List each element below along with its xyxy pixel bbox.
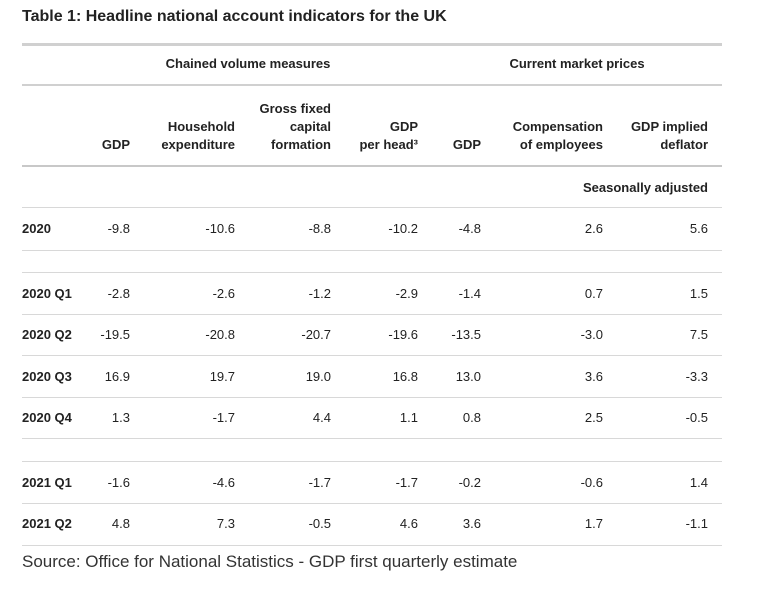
row-divider bbox=[22, 438, 722, 439]
table-cell: -20.8 bbox=[205, 327, 235, 342]
table-cell: -20.7 bbox=[301, 327, 331, 342]
table-cell: 1.5 bbox=[689, 286, 708, 301]
table-cell: 3.6 bbox=[584, 369, 603, 384]
col-header-household-expenditure: Household expenditure bbox=[161, 119, 235, 152]
table-cell: -8.8 bbox=[308, 221, 331, 236]
table-cell: 3.6 bbox=[462, 516, 481, 531]
table-cell: 7.3 bbox=[216, 516, 235, 531]
source-note: Source: Office for National Statistics -… bbox=[22, 552, 518, 571]
table-cell: -0.6 bbox=[580, 475, 603, 490]
table-cell: -4.6 bbox=[212, 475, 235, 490]
table-cell: -1.7 bbox=[212, 410, 235, 425]
row-divider bbox=[22, 503, 722, 504]
table-cell: 4.8 bbox=[111, 516, 130, 531]
table-cell: -1.2 bbox=[308, 286, 331, 301]
header-rule bbox=[22, 165, 722, 167]
row-label: 2020 Q4 bbox=[22, 410, 72, 425]
row-label: 2021 Q1 bbox=[22, 475, 72, 490]
col-header-gdp-implied-deflator: GDP implied deflator bbox=[630, 119, 708, 152]
row-divider bbox=[22, 250, 722, 251]
table-cell: 1.3 bbox=[111, 410, 130, 425]
table-cell: -9.8 bbox=[107, 221, 130, 236]
table-cell: -0.5 bbox=[685, 410, 708, 425]
row-divider bbox=[22, 397, 722, 398]
table-cell: 13.0 bbox=[455, 369, 481, 384]
table-top-rule bbox=[22, 43, 722, 46]
table-cell: -19.6 bbox=[388, 327, 418, 342]
table-title: Table 1: Headline national account indic… bbox=[22, 8, 447, 25]
table-cell: -3.0 bbox=[580, 327, 603, 342]
row-label: 2020 Q1 bbox=[22, 286, 72, 301]
table-cell: -3.3 bbox=[685, 369, 708, 384]
seasonally-adjusted-note: Seasonally adjusted bbox=[583, 180, 708, 195]
table-cell: -10.6 bbox=[205, 221, 235, 236]
col-header-gdp-per-head: GDP per head³ bbox=[359, 119, 418, 152]
row-divider bbox=[22, 272, 722, 273]
row-divider bbox=[22, 207, 722, 208]
row-label: 2020 bbox=[22, 221, 51, 236]
table-cell: 0.8 bbox=[462, 410, 481, 425]
group-rule bbox=[22, 84, 722, 86]
table-cell: -1.7 bbox=[308, 475, 331, 490]
table-cell: 19.0 bbox=[305, 369, 331, 384]
col-header-compensation-of-employees: Compensation of employees bbox=[512, 119, 603, 152]
table-cell: 1.4 bbox=[689, 475, 708, 490]
row-label: 2021 Q2 bbox=[22, 516, 72, 531]
row-label: 2020 Q3 bbox=[22, 369, 72, 384]
table-cell: -4.8 bbox=[458, 221, 481, 236]
table-cell: 4.6 bbox=[399, 516, 418, 531]
table-cell: 1.7 bbox=[584, 516, 603, 531]
table-cell: -0.2 bbox=[458, 475, 481, 490]
row-divider bbox=[22, 545, 722, 546]
row-label: 2020 Q2 bbox=[22, 327, 72, 342]
table-cell: 2.5 bbox=[584, 410, 603, 425]
table-cell: -2.9 bbox=[395, 286, 418, 301]
table-cell: -1.7 bbox=[395, 475, 418, 490]
table-cell: -1.1 bbox=[685, 516, 708, 531]
table-cell: 7.5 bbox=[689, 327, 708, 342]
group-chained-volume: Chained volume measures bbox=[165, 56, 331, 71]
col-header-gross-fixed-capital-formation: Gross fixed capital formation bbox=[259, 101, 331, 152]
table-cell: 16.9 bbox=[104, 369, 130, 384]
table-cell: -1.6 bbox=[107, 475, 130, 490]
group-current-prices: Current market prices bbox=[509, 56, 645, 71]
table-cell: 4.4 bbox=[312, 410, 331, 425]
table-cell: -2.8 bbox=[107, 286, 130, 301]
row-divider bbox=[22, 461, 722, 462]
table-cell: -2.6 bbox=[212, 286, 235, 301]
col-header-gdp-current: GDP bbox=[452, 137, 481, 152]
table-cell: -10.2 bbox=[388, 221, 418, 236]
table-cell: -13.5 bbox=[451, 327, 481, 342]
table-cell: -0.5 bbox=[308, 516, 331, 531]
col-header-gdp: GDP bbox=[101, 137, 130, 152]
table-cell: 0.7 bbox=[584, 286, 603, 301]
table-cell: 1.1 bbox=[399, 410, 418, 425]
row-divider bbox=[22, 355, 722, 356]
table-cell: 19.7 bbox=[209, 369, 235, 384]
indicators-table: Chained volume measures Current market p… bbox=[22, 0, 722, 546]
table-cell: -19.5 bbox=[100, 327, 130, 342]
table-cell: -1.4 bbox=[458, 286, 481, 301]
table-cell: 5.6 bbox=[689, 221, 708, 236]
row-divider bbox=[22, 314, 722, 315]
table-cell: 16.8 bbox=[392, 369, 418, 384]
table-cell: 2.6 bbox=[584, 221, 603, 236]
